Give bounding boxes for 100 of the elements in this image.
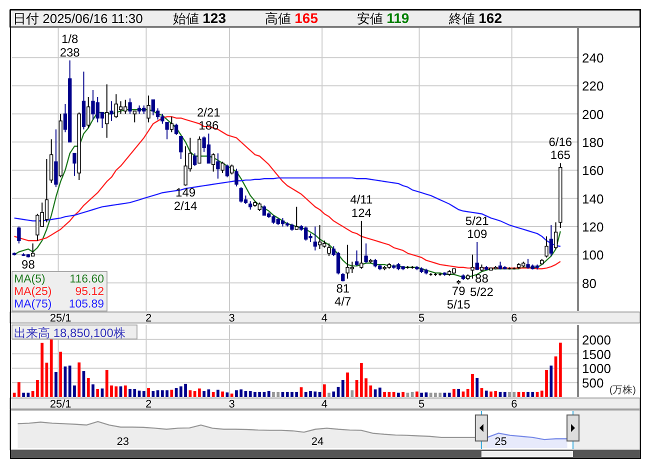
y-tick-label: 2000 [582,332,611,348]
bar [170,390,174,397]
y-tick-label: 200 [582,106,604,122]
bar [350,390,354,397]
y-tick-label: 120 [582,220,604,235]
bar [452,388,456,397]
bar [78,362,81,397]
candlestick [170,116,174,133]
annotation: 116.60 [70,274,104,286]
x-tick-label: 3 [228,312,235,324]
candlestick [86,96,90,128]
candlestick [165,122,169,140]
candlestick [216,152,220,180]
annotation: 81 4/7 [334,281,352,309]
bar [341,380,344,397]
bar [147,388,150,397]
candlestick [220,161,224,174]
y-tick-label: 80 [582,276,596,291]
candlestick [327,242,331,257]
y-axis-title: (万株) [609,384,636,396]
candlestick [318,224,322,250]
y-tick-label: 140 [582,191,604,206]
candlestick [294,206,298,230]
text: 安値 119 [357,10,410,26]
bar [221,392,224,397]
x-tick-label: 24 [311,436,324,448]
bar [198,388,201,397]
candlestick [549,224,553,257]
bar [322,384,326,397]
annotation: 5/21 109 [465,214,490,242]
annotation: 98 [22,257,36,272]
bar [332,392,336,397]
annotation: 6/16 165 [548,134,572,162]
candlestick [132,110,136,123]
annotation: 79 5/15 [446,284,471,312]
candlestick [72,152,76,176]
text: 始値 123 [173,10,226,26]
bar [50,339,53,397]
x-tick-label: 23 [116,436,130,448]
candlestick [118,100,123,114]
x-tick-label: 25 [494,436,507,448]
y-tick-label: 500 [582,376,604,391]
bar [328,392,330,397]
bar [448,392,451,397]
candlestick [30,242,35,257]
bar [267,391,270,397]
candlestick [354,250,359,266]
y-tick-label: 180 [582,135,604,150]
candlestick [179,136,183,160]
bar [522,392,525,397]
bar [416,392,418,397]
candlestick [313,226,317,251]
candlestick [234,168,238,187]
candlestick [105,84,109,138]
candlestick [110,100,114,122]
x-tick-label: 25/1 [50,312,72,324]
y-tick-label: 160 [582,163,604,178]
candlestick [192,152,197,166]
text: MA(75) [14,298,52,310]
x-tick-label: 6 [511,398,518,410]
x-tick-label: 4 [321,312,328,324]
candlestick [146,95,150,123]
bar [142,391,146,397]
bar [86,378,90,397]
annotation: 149 2/14 [174,186,198,213]
x-tick-label: 5 [418,312,425,324]
x-tick-label: 2 [145,398,152,410]
bar [558,342,562,397]
series-label: MA(5) [14,274,46,286]
candlestick [128,98,132,114]
bar [402,392,404,397]
x-tick-label: 6 [511,312,518,324]
candlestick [554,222,558,250]
bar [397,392,400,397]
candlestick [475,242,479,271]
chart-title: 日付 2025/06/16 11:30 [13,11,143,26]
text: MA(25) [14,286,52,298]
bar [92,384,94,397]
candlestick [174,123,178,136]
annotation: 1/8 238 [60,32,80,60]
candlestick [364,242,368,264]
bar [22,392,26,397]
bar [457,388,460,397]
candlestick [544,236,548,258]
bar [202,391,206,397]
panel-title: 出来高 18,850,100株 [12,324,138,340]
candlestick [17,226,21,244]
text: 高値 165 [265,10,318,26]
bar [378,388,382,397]
candlestick [360,220,364,270]
bar [550,366,553,397]
annotation: 95.12 [75,286,104,298]
bar [96,388,100,397]
candlestick [211,152,216,172]
candlestick [470,254,474,280]
bar [503,392,506,397]
x-tick-label: 5 [418,398,425,410]
candlestick [336,251,340,275]
y-tick-label: 240 [582,50,604,66]
bar [156,390,160,397]
